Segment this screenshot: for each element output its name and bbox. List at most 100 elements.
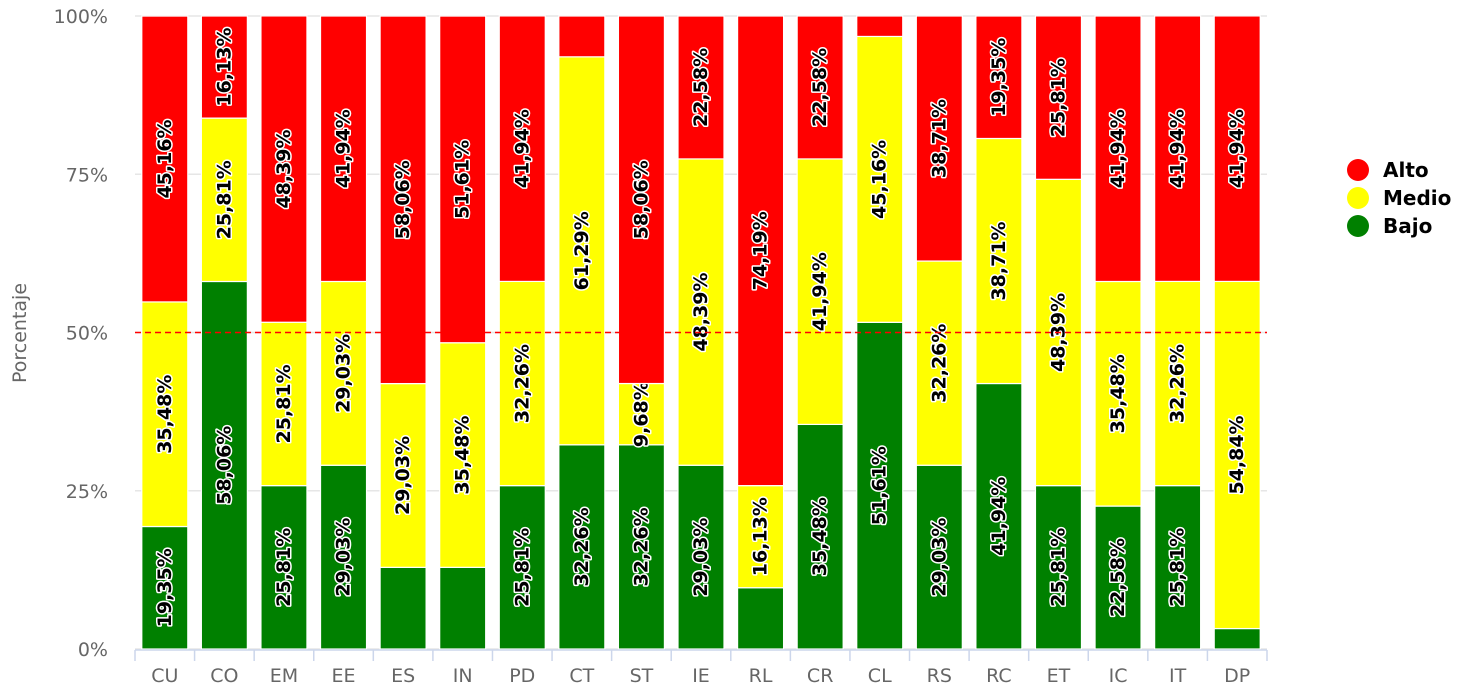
bar-segment-bajo	[558, 444, 606, 650]
data-label: 32,26%	[928, 324, 950, 403]
data-label: 41,94%	[511, 109, 533, 188]
data-label: 16,13%	[750, 497, 772, 576]
x-tick-label: ST	[630, 665, 654, 687]
bar-segment-bajo	[1213, 627, 1261, 650]
x-axis: CU CO EM EE ES IN PD CT ST IE RL CR CL RS RC ET IC IT DP	[134, 649, 1268, 687]
bar-segment-alto	[200, 15, 248, 119]
data-label: 35,48%	[809, 497, 831, 576]
bars: 19,35% 35,48% 45,16% 58,06% 25,81% 16,13% 25,8…	[141, 15, 1261, 650]
bar-segment-medio	[975, 137, 1023, 385]
legend-item-alto[interactable]: Alto	[1347, 158, 1429, 182]
bar-segment-bajo	[200, 280, 248, 650]
bar-segment-medio	[856, 35, 904, 323]
bar-segment-alto	[856, 15, 904, 38]
y-tick-label: 25%	[66, 481, 108, 503]
y-tick-label: 100%	[54, 6, 108, 28]
x-tick-label: IC	[1109, 665, 1128, 687]
bar-segment-alto	[319, 15, 368, 283]
data-label: 51,61%	[452, 140, 474, 219]
data-label: 35,48%	[452, 415, 474, 494]
x-tick-label: EM	[270, 665, 298, 687]
data-label: 25,81%	[1047, 528, 1069, 607]
data-label: 9,68%	[630, 381, 652, 447]
bar-segment-bajo	[1094, 505, 1142, 650]
bar-segment-medio	[617, 382, 666, 446]
bar-segment-bajo	[915, 464, 963, 650]
data-label: 38,71%	[988, 221, 1010, 300]
data-label: 41,94%	[809, 252, 831, 331]
data-label: 32,26%	[630, 507, 652, 586]
data-label: 25,81%	[1167, 528, 1189, 607]
bar-segment-alto	[260, 15, 308, 323]
data-label: 45,16%	[869, 140, 891, 219]
data-label: 22,58%	[690, 48, 712, 127]
data-label: 41,94%	[988, 477, 1010, 556]
data-label: 38,71%	[928, 99, 950, 178]
data-label: 58,06%	[630, 160, 652, 239]
data-label: 41,94%	[1167, 109, 1189, 188]
x-tick-label: RS	[927, 665, 952, 687]
legend: Alto Medio Bajo	[1347, 158, 1451, 238]
x-tick-label: PD	[509, 665, 535, 687]
y-tick-label: 75%	[66, 164, 108, 186]
bar-segment-medio	[141, 301, 189, 528]
bar-segment-alto	[915, 15, 963, 262]
data-label: 41,94%	[333, 109, 355, 188]
data-label: 45,16%	[154, 119, 176, 198]
bar-segment-alto	[617, 15, 666, 385]
y-axis: 0% 25% 50% 75% 100%	[54, 6, 108, 661]
data-label: 25,81%	[511, 528, 533, 607]
legend-label: Alto	[1383, 158, 1429, 182]
bar-segment-medio	[260, 321, 308, 487]
y-tick-label: 0%	[78, 639, 108, 661]
data-label: 32,26%	[571, 507, 593, 586]
bar-segment-medio	[319, 280, 368, 466]
data-label: 22,58%	[809, 48, 831, 127]
data-label: 48,39%	[273, 130, 295, 209]
x-tick-label: IE	[692, 665, 710, 687]
data-label: 32,26%	[1167, 344, 1189, 423]
data-label: 25,81%	[1047, 58, 1069, 137]
bar-segment-alto	[439, 15, 487, 344]
bar-segment-medio	[1213, 280, 1261, 630]
bar-segment-bajo	[439, 566, 487, 650]
data-label: 58,06%	[392, 160, 414, 239]
legend-label: Bajo	[1383, 214, 1432, 238]
bar-segment-bajo	[796, 423, 844, 650]
x-tick-label: CR	[807, 665, 833, 687]
x-tick-label: RC	[986, 665, 1012, 687]
data-label: 32,26%	[511, 344, 533, 423]
data-label: 35,48%	[154, 375, 176, 454]
data-label: 25,81%	[213, 160, 235, 239]
bar-segment-alto	[498, 15, 546, 283]
legend-item-medio[interactable]: Medio	[1347, 186, 1451, 210]
legend-item-bajo[interactable]: Bajo	[1347, 214, 1432, 238]
bar-segment-bajo	[319, 464, 368, 650]
x-tick-label: DP	[1224, 665, 1250, 687]
data-label: 19,35%	[154, 548, 176, 627]
bar-segment-bajo	[617, 444, 666, 650]
data-label: 25,81%	[273, 364, 295, 443]
x-tick-label: CL	[868, 665, 892, 687]
data-label: 51,61%	[869, 446, 891, 525]
bar-segment-alto	[677, 15, 725, 160]
data-label: 48,39%	[690, 273, 712, 352]
bar-segment-medio	[736, 485, 785, 589]
bar-segment-alto	[1094, 15, 1142, 283]
data-label: 29,03%	[333, 334, 355, 413]
bar-segment-alto	[796, 15, 844, 160]
bar-segment-alto	[1154, 15, 1202, 283]
legend-marker	[1347, 187, 1369, 209]
data-label: 58,06%	[213, 426, 235, 505]
bar-segment-medio	[498, 280, 546, 487]
data-label: 29,03%	[928, 518, 950, 597]
x-tick-label: EE	[332, 665, 356, 687]
data-label: 35,48%	[1107, 354, 1129, 433]
bar-segment-alto	[975, 15, 1023, 140]
x-tick-label: RL	[749, 665, 773, 687]
bar-segment-bajo	[379, 566, 427, 650]
legend-marker	[1347, 215, 1369, 237]
data-label: 22,58%	[1107, 538, 1129, 617]
data-label: 41,94%	[1107, 109, 1129, 188]
